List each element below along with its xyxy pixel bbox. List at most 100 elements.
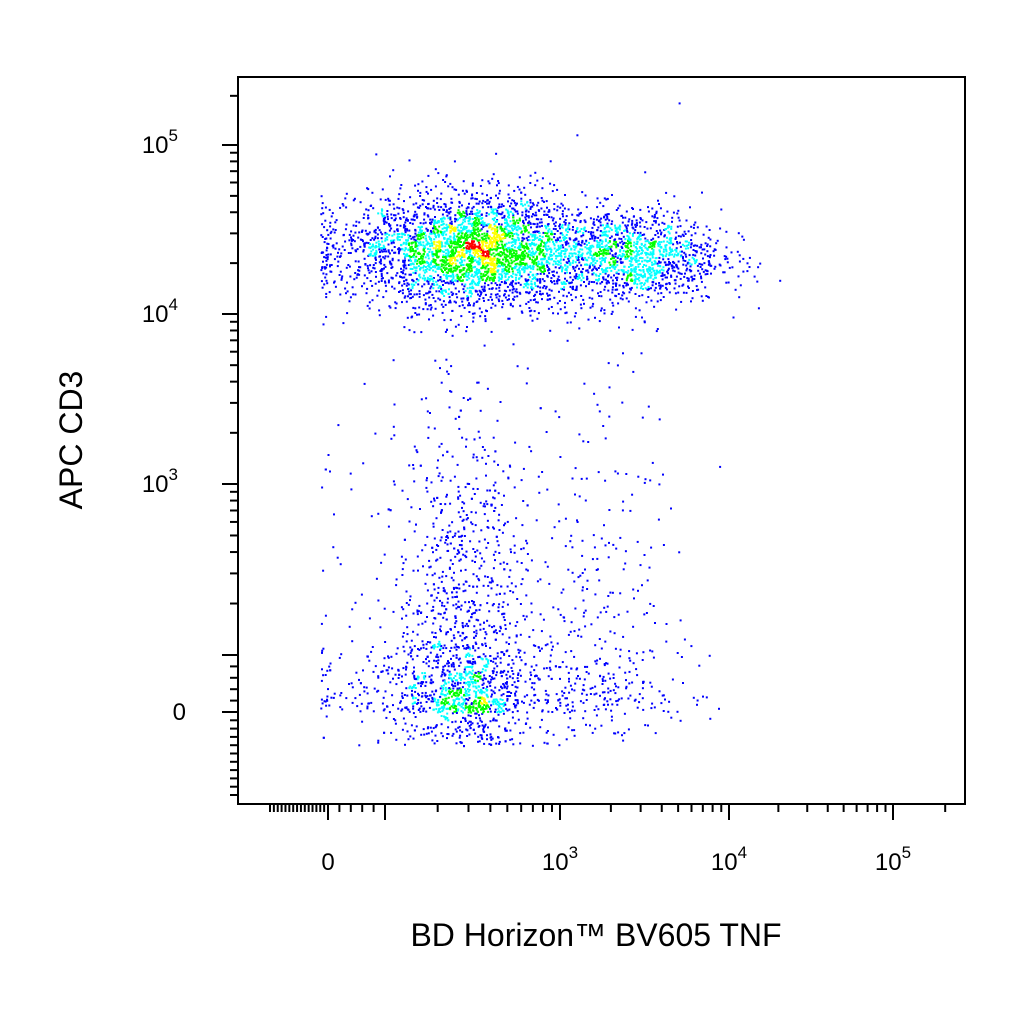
data-point	[459, 244, 461, 247]
data-point	[746, 262, 749, 265]
data-point	[737, 232, 740, 235]
data-point	[490, 263, 493, 266]
data-point	[619, 297, 622, 300]
data-point	[543, 268, 546, 270]
data-point	[411, 694, 414, 697]
data-point	[472, 280, 475, 283]
data-point	[641, 257, 644, 260]
data-point	[614, 266, 617, 268]
data-point	[663, 235, 666, 238]
data-point	[615, 209, 618, 211]
data-point	[519, 254, 522, 257]
data-point	[538, 221, 541, 224]
data-point	[546, 261, 549, 264]
data-point	[532, 287, 535, 290]
data-point	[580, 307, 583, 310]
data-point	[453, 300, 456, 303]
data-point	[562, 250, 565, 252]
data-point	[616, 288, 619, 291]
data-point	[394, 214, 397, 217]
data-point	[511, 291, 514, 294]
data-point	[447, 262, 450, 265]
data-point	[550, 289, 553, 292]
data-point	[463, 285, 466, 288]
data-point	[599, 264, 602, 267]
data-point	[649, 253, 652, 256]
data-point	[685, 219, 688, 222]
data-point	[558, 290, 560, 293]
data-point	[468, 291, 471, 294]
data-point	[550, 231, 553, 234]
data-point	[674, 279, 677, 282]
data-point	[627, 240, 629, 243]
data-point	[453, 238, 456, 241]
data-point	[498, 300, 501, 303]
data-point	[535, 243, 538, 246]
data-point	[420, 254, 423, 257]
data-point	[526, 201, 529, 204]
data-point	[455, 293, 458, 296]
data-point	[382, 248, 385, 251]
data-point	[486, 526, 489, 528]
data-point	[420, 231, 423, 234]
data-point	[329, 221, 332, 224]
data-point	[587, 251, 590, 254]
data-point	[639, 247, 642, 250]
data-point	[445, 575, 448, 578]
data-point	[664, 246, 667, 249]
data-point	[655, 210, 658, 213]
data-point	[559, 259, 562, 262]
data-point	[474, 217, 476, 219]
data-point	[427, 202, 430, 205]
data-point	[629, 279, 632, 282]
data-point	[524, 266, 527, 269]
data-point	[641, 219, 644, 222]
data-point	[640, 282, 643, 284]
data-point	[342, 233, 345, 236]
data-point	[484, 315, 487, 318]
data-point	[494, 242, 497, 245]
data-point	[546, 275, 549, 278]
data-point	[676, 254, 679, 257]
data-point	[652, 281, 655, 284]
data-point	[431, 698, 434, 700]
data-point	[533, 260, 536, 263]
data-point	[478, 200, 481, 203]
data-point	[378, 247, 381, 250]
data-point	[508, 253, 511, 256]
data-point	[324, 219, 327, 222]
data-point	[565, 229, 568, 232]
data-point	[526, 255, 529, 258]
data-point	[626, 253, 628, 256]
data-point	[568, 222, 571, 225]
data-point	[414, 260, 417, 263]
data-point	[487, 284, 490, 287]
data-point	[602, 249, 605, 251]
data-point	[688, 262, 691, 265]
data-point	[605, 198, 608, 201]
data-point	[520, 310, 523, 313]
data-point	[398, 281, 401, 284]
data-point	[649, 257, 652, 260]
data-point	[589, 252, 592, 255]
data-point	[452, 262, 455, 264]
data-point	[591, 297, 594, 300]
data-point	[456, 681, 459, 684]
data-point	[477, 280, 480, 283]
data-point	[391, 259, 394, 262]
data-point	[524, 193, 527, 196]
data-point	[494, 248, 497, 251]
data-point	[344, 240, 347, 243]
data-point	[575, 237, 578, 240]
data-point	[528, 265, 531, 268]
data-point	[452, 249, 455, 252]
data-point	[411, 236, 414, 239]
data-point	[540, 630, 543, 633]
data-point	[571, 299, 574, 302]
data-point	[588, 266, 591, 268]
data-point	[345, 192, 348, 195]
data-point	[631, 234, 634, 237]
data-point	[459, 231, 462, 234]
data-point	[516, 269, 519, 271]
data-point	[647, 286, 650, 288]
